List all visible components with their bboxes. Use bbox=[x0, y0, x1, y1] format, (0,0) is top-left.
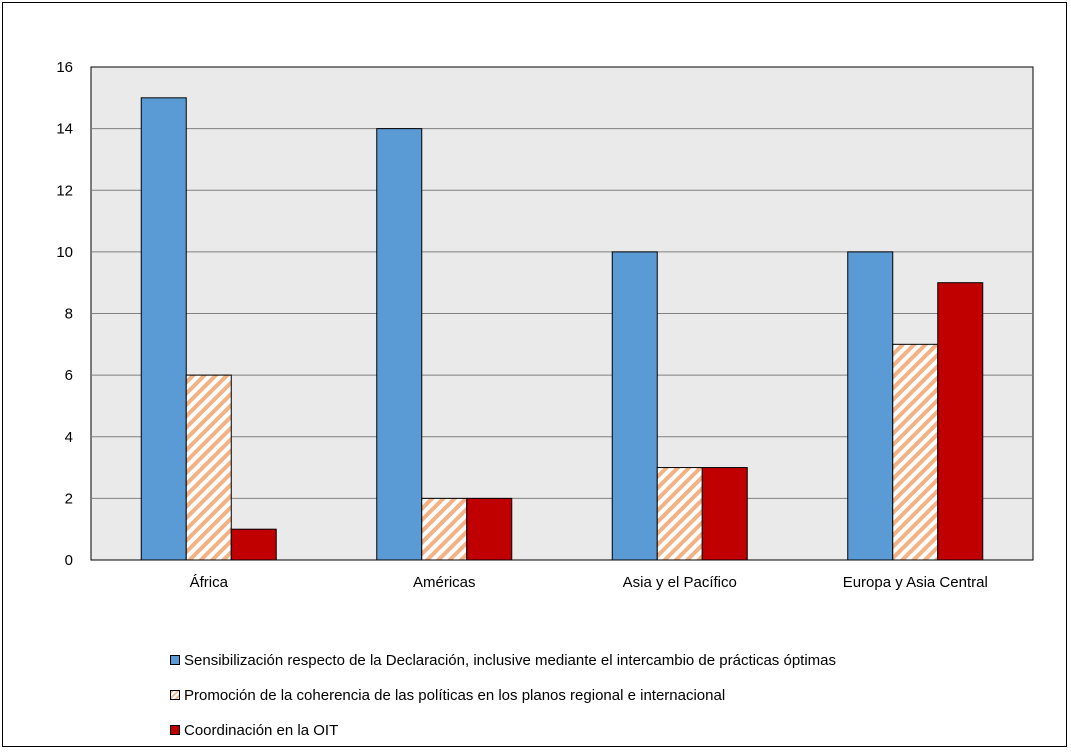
bar-series0-1 bbox=[376, 128, 423, 561]
legend-label: Promoción de la coherencia de las políti… bbox=[184, 686, 726, 704]
legend-item-sensibilizacion: Sensibilización respecto de la Declaraci… bbox=[170, 650, 836, 670]
y-axis-ticks: 0 2 4 6 8 10 12 14 16 bbox=[56, 59, 73, 569]
legend-item-coordinacion: Coordinación en la OIT bbox=[170, 720, 836, 740]
y-tick-label: 16 bbox=[56, 59, 73, 76]
bar-series1-0 bbox=[185, 374, 232, 561]
legend-item-promocion: Promoción de la coherencia de las políti… bbox=[170, 685, 836, 705]
y-tick-label: 12 bbox=[56, 182, 73, 199]
bar-series0-2 bbox=[611, 251, 658, 561]
legend-swatch-blue bbox=[170, 655, 180, 665]
y-tick-label: 2 bbox=[65, 490, 73, 507]
legend-swatch-hatched bbox=[170, 690, 180, 700]
x-tick-label: Asia y el Pacífico bbox=[623, 574, 737, 591]
y-tick-label: 4 bbox=[65, 429, 73, 446]
legend-label: Sensibilización respecto de la Declaraci… bbox=[184, 651, 836, 669]
y-tick-label: 6 bbox=[65, 367, 73, 384]
y-tick-label: 0 bbox=[65, 552, 73, 569]
x-axis-ticks: África Américas Asia y el Pacífico Europa y… bbox=[190, 574, 988, 591]
bar-series1-3 bbox=[892, 343, 939, 561]
bar-series1-1 bbox=[421, 497, 468, 561]
x-tick-label: África bbox=[190, 574, 229, 591]
legend-swatch-red bbox=[170, 725, 180, 735]
bar-series1-2 bbox=[656, 467, 703, 561]
bar-series0-0 bbox=[140, 97, 187, 561]
legend-label: Coordinación en la OIT bbox=[184, 721, 339, 739]
y-tick-label: 10 bbox=[56, 244, 73, 261]
bar-series2-3 bbox=[937, 282, 984, 561]
bar-series0-3 bbox=[847, 251, 894, 561]
y-tick-label: 8 bbox=[65, 306, 73, 323]
legend: Sensibilización respecto de la Declaraci… bbox=[170, 650, 836, 755]
y-tick-label: 14 bbox=[56, 121, 73, 138]
bar-series2-0 bbox=[230, 528, 277, 561]
bar-series2-2 bbox=[701, 467, 748, 561]
bar-series2-1 bbox=[466, 497, 513, 561]
x-tick-label: Europa y Asia Central bbox=[843, 574, 988, 591]
bars bbox=[140, 97, 984, 561]
x-tick-label: Américas bbox=[413, 574, 476, 591]
